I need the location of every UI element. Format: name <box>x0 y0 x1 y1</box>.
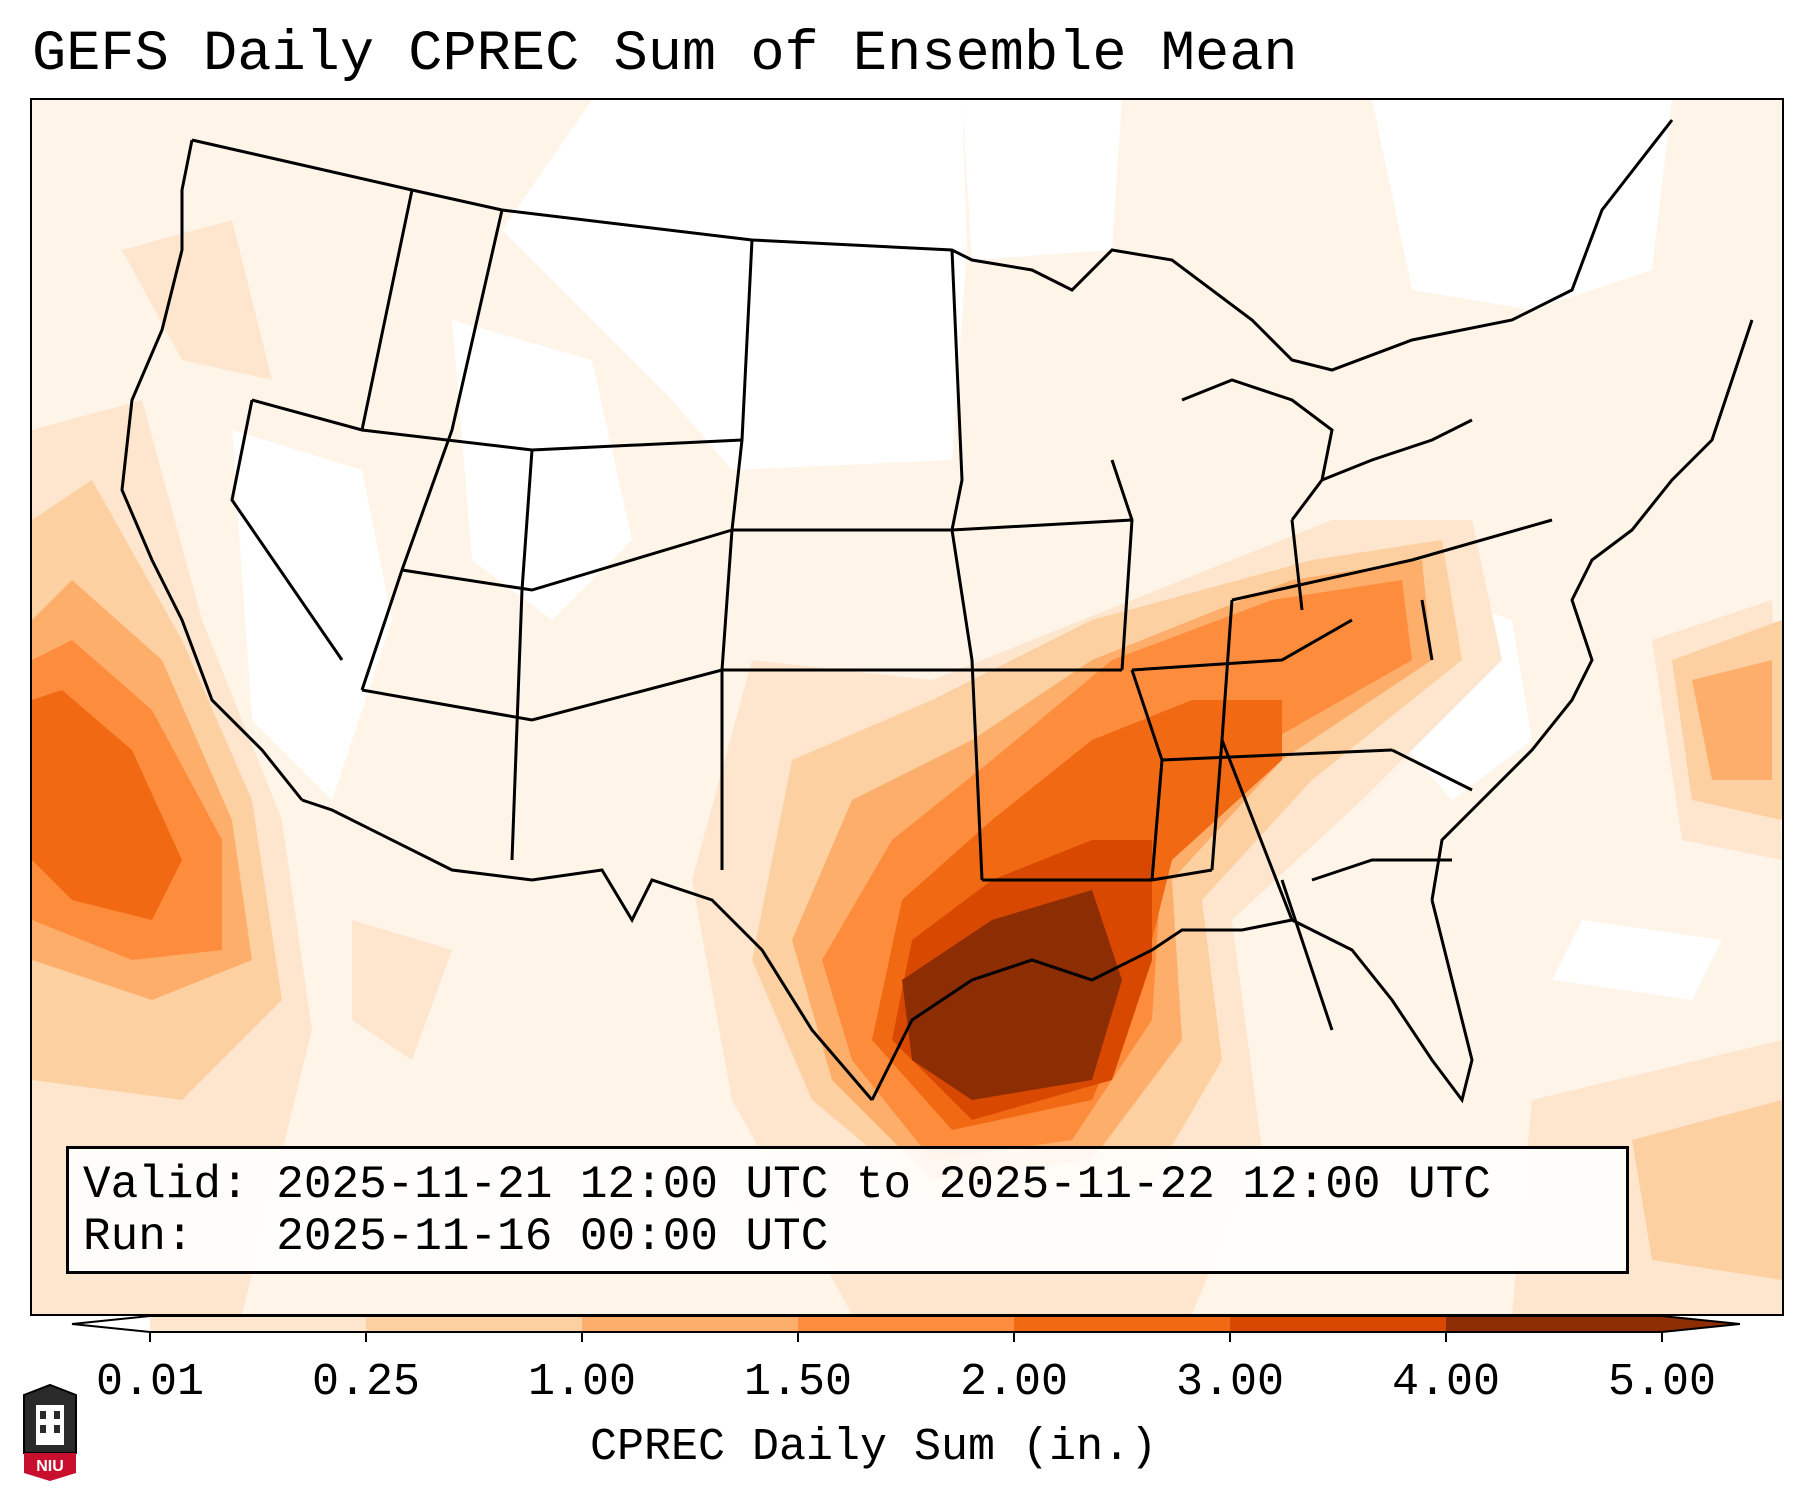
gulf-coast <box>870 899 1474 1104</box>
colorbar-extend-min <box>72 1316 150 1332</box>
colorbar-segment-6 <box>1446 1316 1663 1332</box>
niu-banner <box>24 1453 76 1481</box>
tick-label-5: 3.00 <box>1175 1357 1285 1408</box>
run-line: Run: 2025-11-16 00:00 UTC <box>83 1211 828 1263</box>
tick-label-0: 0.01 <box>95 1357 205 1408</box>
map-canvas <box>32 100 1782 1314</box>
valid-label: Valid: <box>83 1159 249 1211</box>
run-label: Run: <box>83 1211 194 1263</box>
us-west-coast <box>120 139 304 801</box>
mexico-border <box>301 798 874 1101</box>
niu-logo: NIU <box>23 1383 77 1481</box>
colorbar-extend-max <box>1662 1316 1740 1332</box>
colorbar-segment-4 <box>1014 1316 1231 1332</box>
valid-line: Valid: 2025-11-21 12:00 UTC to 2025-11-2… <box>83 1159 1491 1211</box>
colorbar-segment-5 <box>1230 1316 1447 1332</box>
valid-time: 2025-11-21 12:00 UTC to 2025-11-22 12:00… <box>276 1159 1491 1211</box>
map-title: GEFS Daily CPREC Sum of Ensemble Mean <box>32 23 1298 87</box>
tick-label-1: 0.25 <box>311 1357 421 1408</box>
tick-label-6: 4.00 <box>1391 1357 1501 1408</box>
tick-label-4: 2.00 <box>959 1357 1069 1408</box>
colorbar-label: CPREC Daily Sum (in.) <box>590 1422 1158 1473</box>
precip-band-5.00 <box>902 890 1122 1100</box>
precipitation-map <box>30 98 1784 1316</box>
tick-label-2: 1.00 <box>527 1357 637 1408</box>
tick-label-3: 1.50 <box>743 1357 853 1408</box>
valid-run-info-box: Valid: 2025-11-21 12:00 UTC to 2025-11-2… <box>66 1146 1629 1274</box>
canada-border <box>191 119 1674 372</box>
colorbar-segment-3 <box>798 1316 1015 1332</box>
niu-logo-text: NIU <box>36 1458 64 1475</box>
east-coast <box>1430 319 1754 901</box>
boundaries <box>120 119 1754 1104</box>
colorbar-segment-0 <box>150 1316 367 1332</box>
tick-label-7: 5.00 <box>1607 1357 1717 1408</box>
colorbar <box>71 1315 1741 1342</box>
colorbar-segment-1 <box>366 1316 583 1332</box>
colorbar-segment-2 <box>582 1316 799 1332</box>
run-time: 2025-11-16 00:00 UTC <box>276 1211 829 1263</box>
